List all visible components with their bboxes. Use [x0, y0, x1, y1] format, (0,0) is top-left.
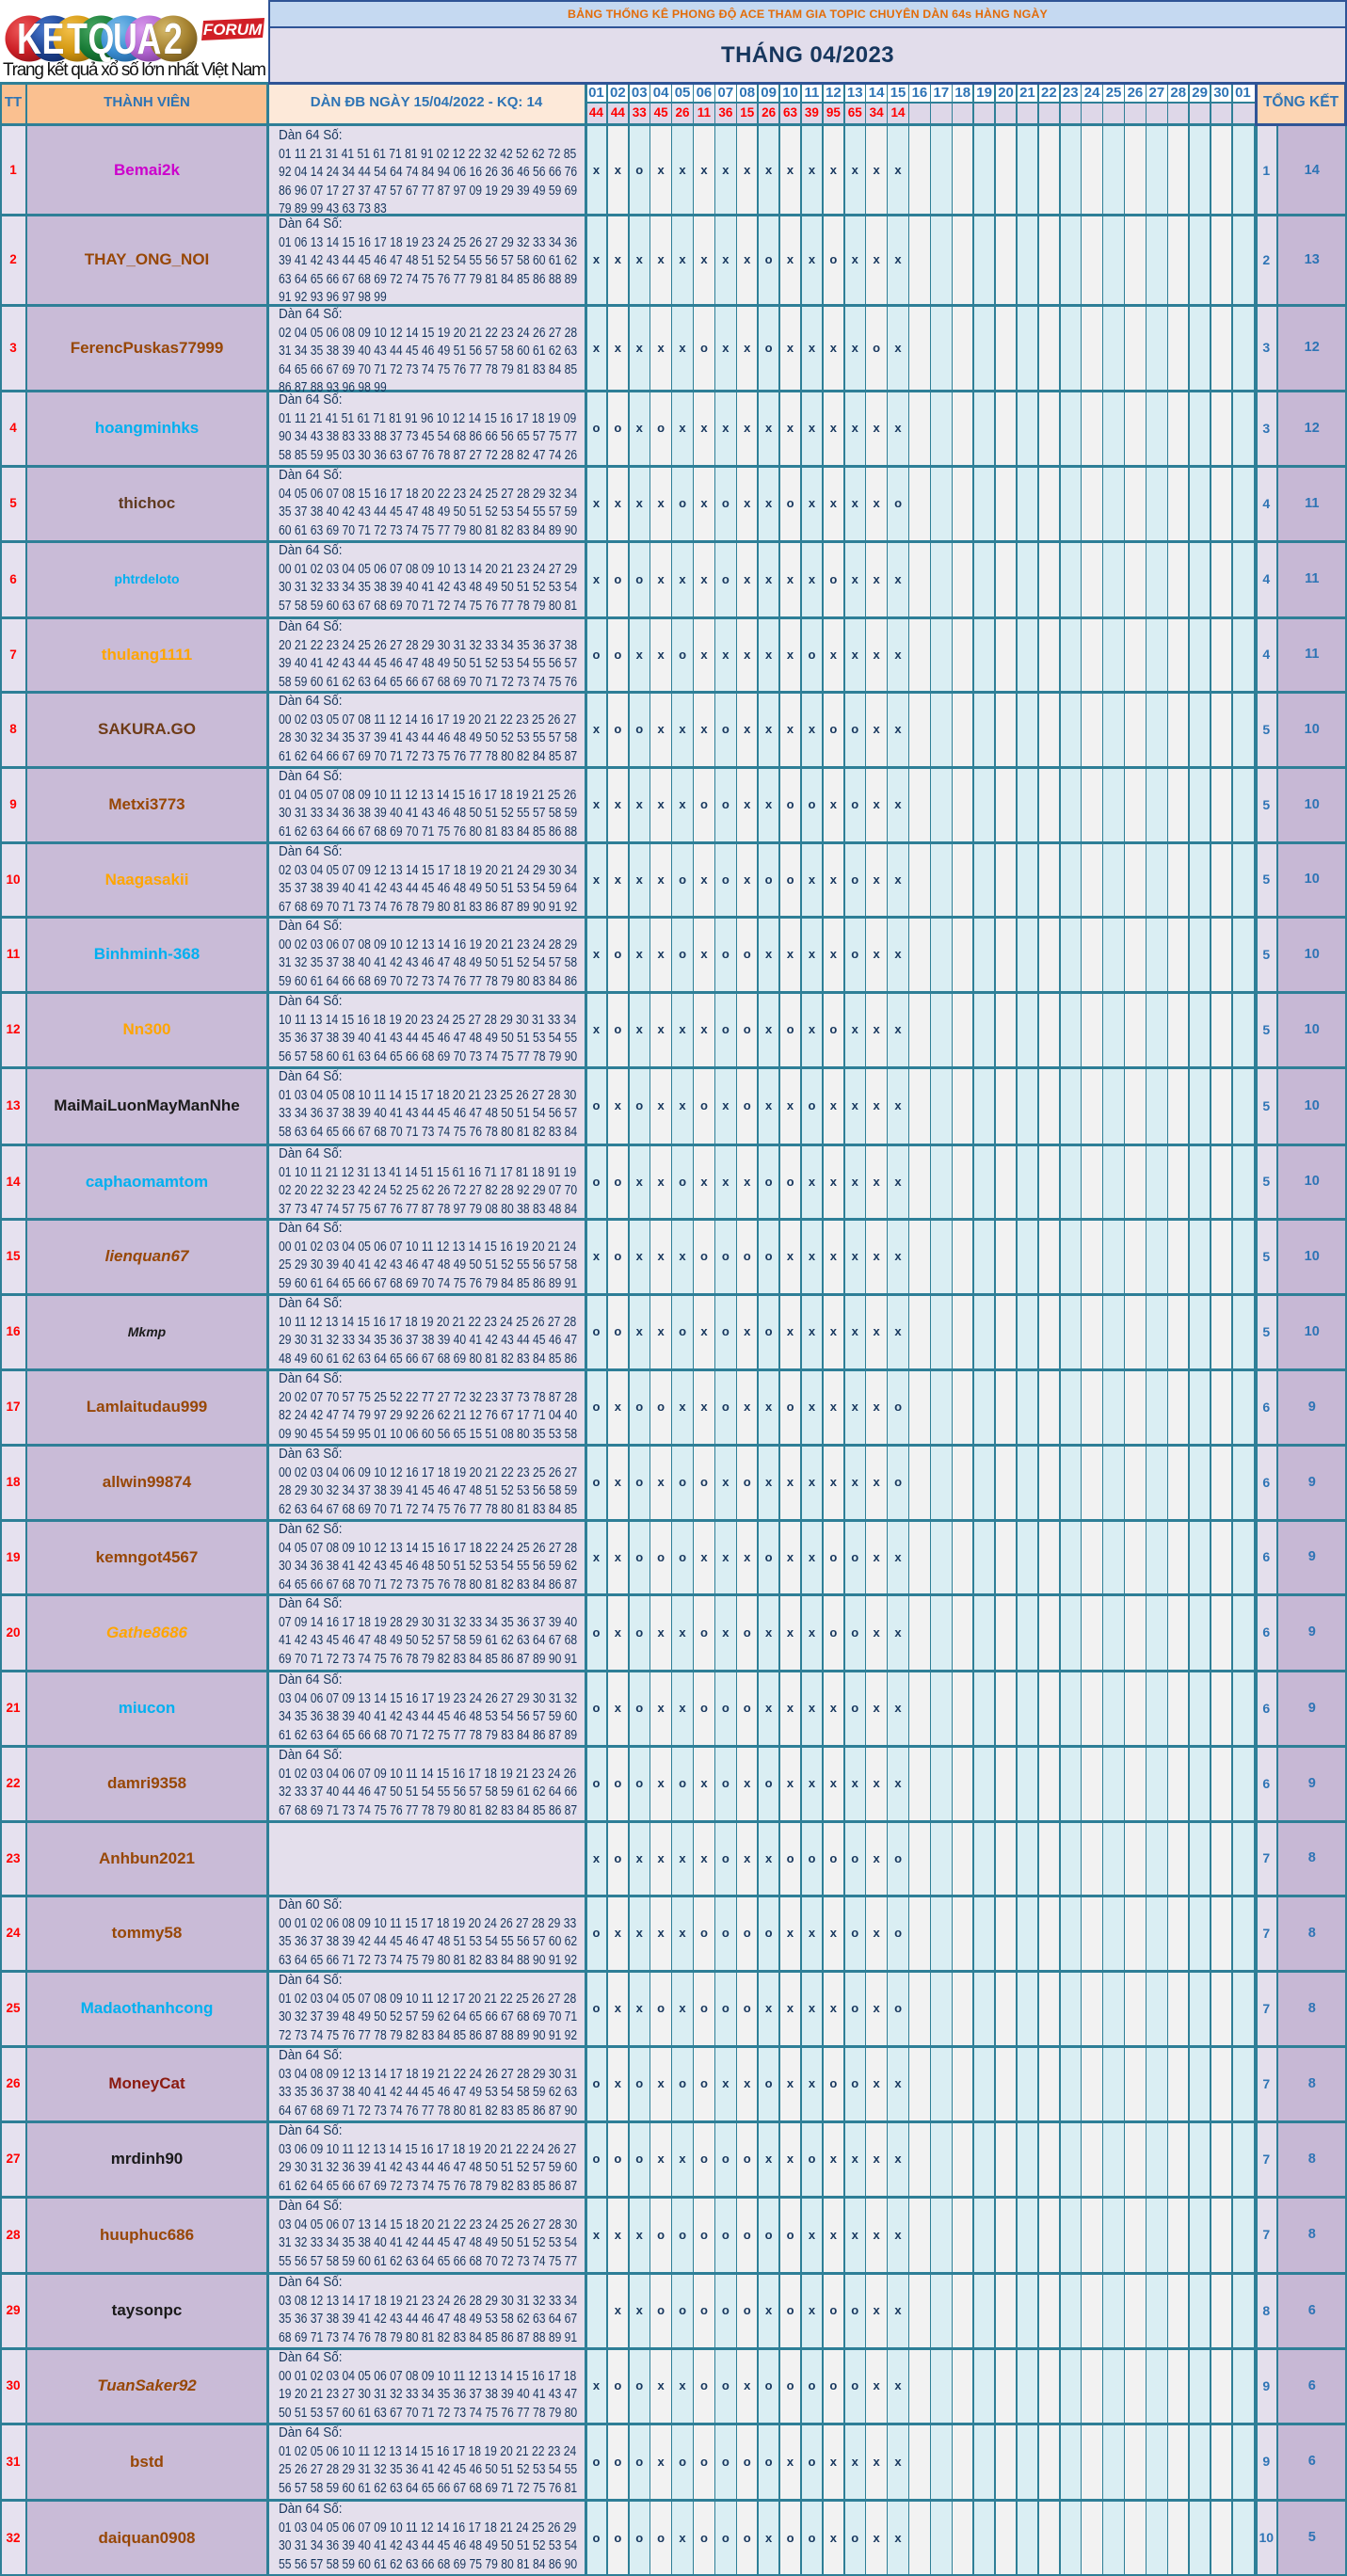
- svg-text:E: E: [42, 15, 65, 63]
- svg-text:A: A: [137, 15, 162, 63]
- svg-text:T: T: [67, 15, 88, 63]
- svg-text:Trang kết quả xổ số lớn nhất V: Trang kết quả xổ số lớn nhất Việt Nam: [3, 60, 266, 80]
- svg-text:K: K: [17, 15, 41, 63]
- svg-text:Q: Q: [88, 15, 115, 63]
- svg-text:U: U: [113, 15, 137, 63]
- svg-text:FORUM: FORUM: [203, 21, 263, 39]
- svg-text:2: 2: [164, 15, 183, 63]
